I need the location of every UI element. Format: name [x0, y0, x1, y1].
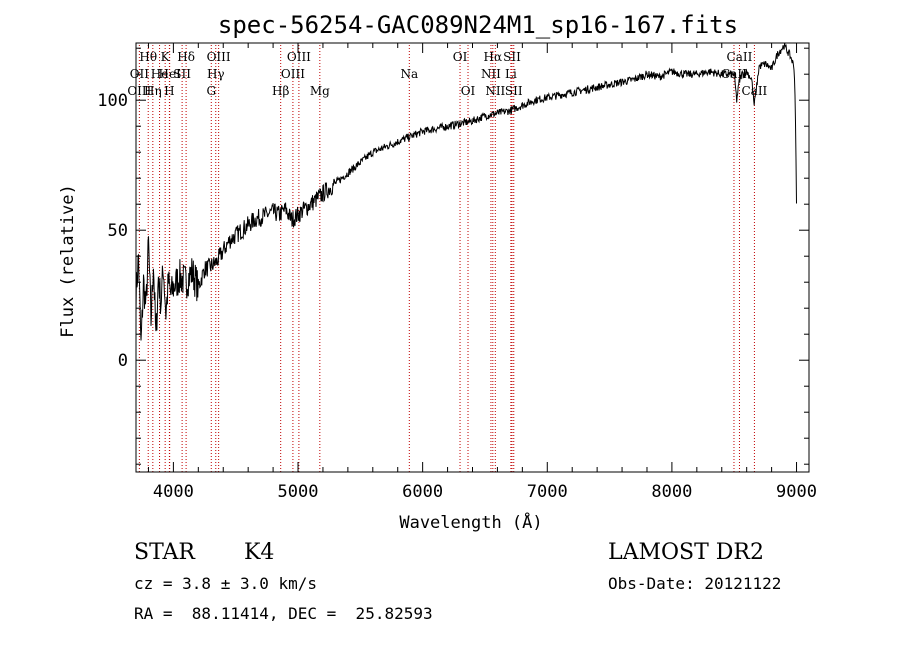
- spectral-line-label: K: [161, 50, 171, 64]
- spectral-line-label: Hγ: [207, 67, 225, 81]
- y-axis: 0 50 100: [97, 47, 809, 465]
- spectral-line-label: Na: [400, 67, 418, 81]
- spectral-line-label: OIII: [127, 84, 151, 98]
- y-axis-label: Flux (relative): [58, 184, 78, 338]
- y-tick-label: 100: [97, 91, 128, 111]
- x-axis-label: Wavelength (Å): [399, 511, 542, 533]
- x-tick-label: 8000: [651, 482, 692, 502]
- x-axis: 4000 5000 6000 7000 8000 9000: [147, 43, 817, 502]
- spectral-line-label: OIII: [287, 50, 311, 64]
- spectral-line-label: G: [206, 84, 216, 98]
- spectral-line-label: CaII: [741, 84, 767, 98]
- spectral-line-label: H: [164, 84, 174, 98]
- plot-frame: [135, 42, 810, 473]
- observation-date: Obs-Date: 20121122: [608, 574, 782, 593]
- spectral-line-label: OIII: [281, 67, 305, 81]
- spectral-line-label: HeI: [158, 67, 181, 81]
- object-subclass: K4: [244, 540, 275, 565]
- spectral-line-label: OIII: [207, 50, 231, 64]
- spectral-line-label: OI: [461, 84, 476, 98]
- spectral-line-label: NII: [485, 84, 505, 98]
- redshift-cz: cz = 3.8 ± 3.0 km/s: [134, 574, 318, 593]
- data-release: LAMOST DR2: [608, 540, 764, 565]
- spectral-line-label: CaII: [727, 50, 753, 64]
- spectral-line-label: Hθ: [139, 50, 157, 64]
- spectral-line-label: Hβ: [272, 84, 289, 98]
- spectral-line-label: Hα: [484, 50, 503, 64]
- spectral-line-label: SII: [173, 67, 191, 81]
- spectral-line-label: SII: [503, 50, 521, 64]
- spectral-line-label: He: [151, 67, 169, 81]
- coordinates: RA = 88.11414, DEC = 25.82593: [134, 604, 433, 623]
- spectral-line-label: NII: [481, 67, 501, 81]
- spectral-line-markers: [138, 45, 755, 472]
- x-tick-label: 6000: [402, 482, 443, 502]
- spectral-line-label: Hδ: [177, 50, 195, 64]
- x-tick-label: 9000: [776, 482, 817, 502]
- y-tick-label: 0: [118, 351, 128, 371]
- x-tick-label: 4000: [153, 482, 194, 502]
- x-tick-label: 5000: [278, 482, 319, 502]
- spectral-line-label: SII: [505, 84, 523, 98]
- spectral-line-label: Li: [505, 67, 517, 81]
- object-class: STAR: [134, 540, 195, 565]
- y-tick-label: 50: [108, 221, 128, 241]
- spectral-line-label: OI: [453, 50, 468, 64]
- spectral-line-label: Mg: [310, 84, 330, 98]
- x-tick-label: 7000: [527, 482, 568, 502]
- spectral-line-label: Hη: [144, 84, 162, 98]
- chart-title: spec-56254-GAC089N24M1_sp16-167.fits: [218, 11, 738, 39]
- spectrum-series-line: [135, 42, 797, 341]
